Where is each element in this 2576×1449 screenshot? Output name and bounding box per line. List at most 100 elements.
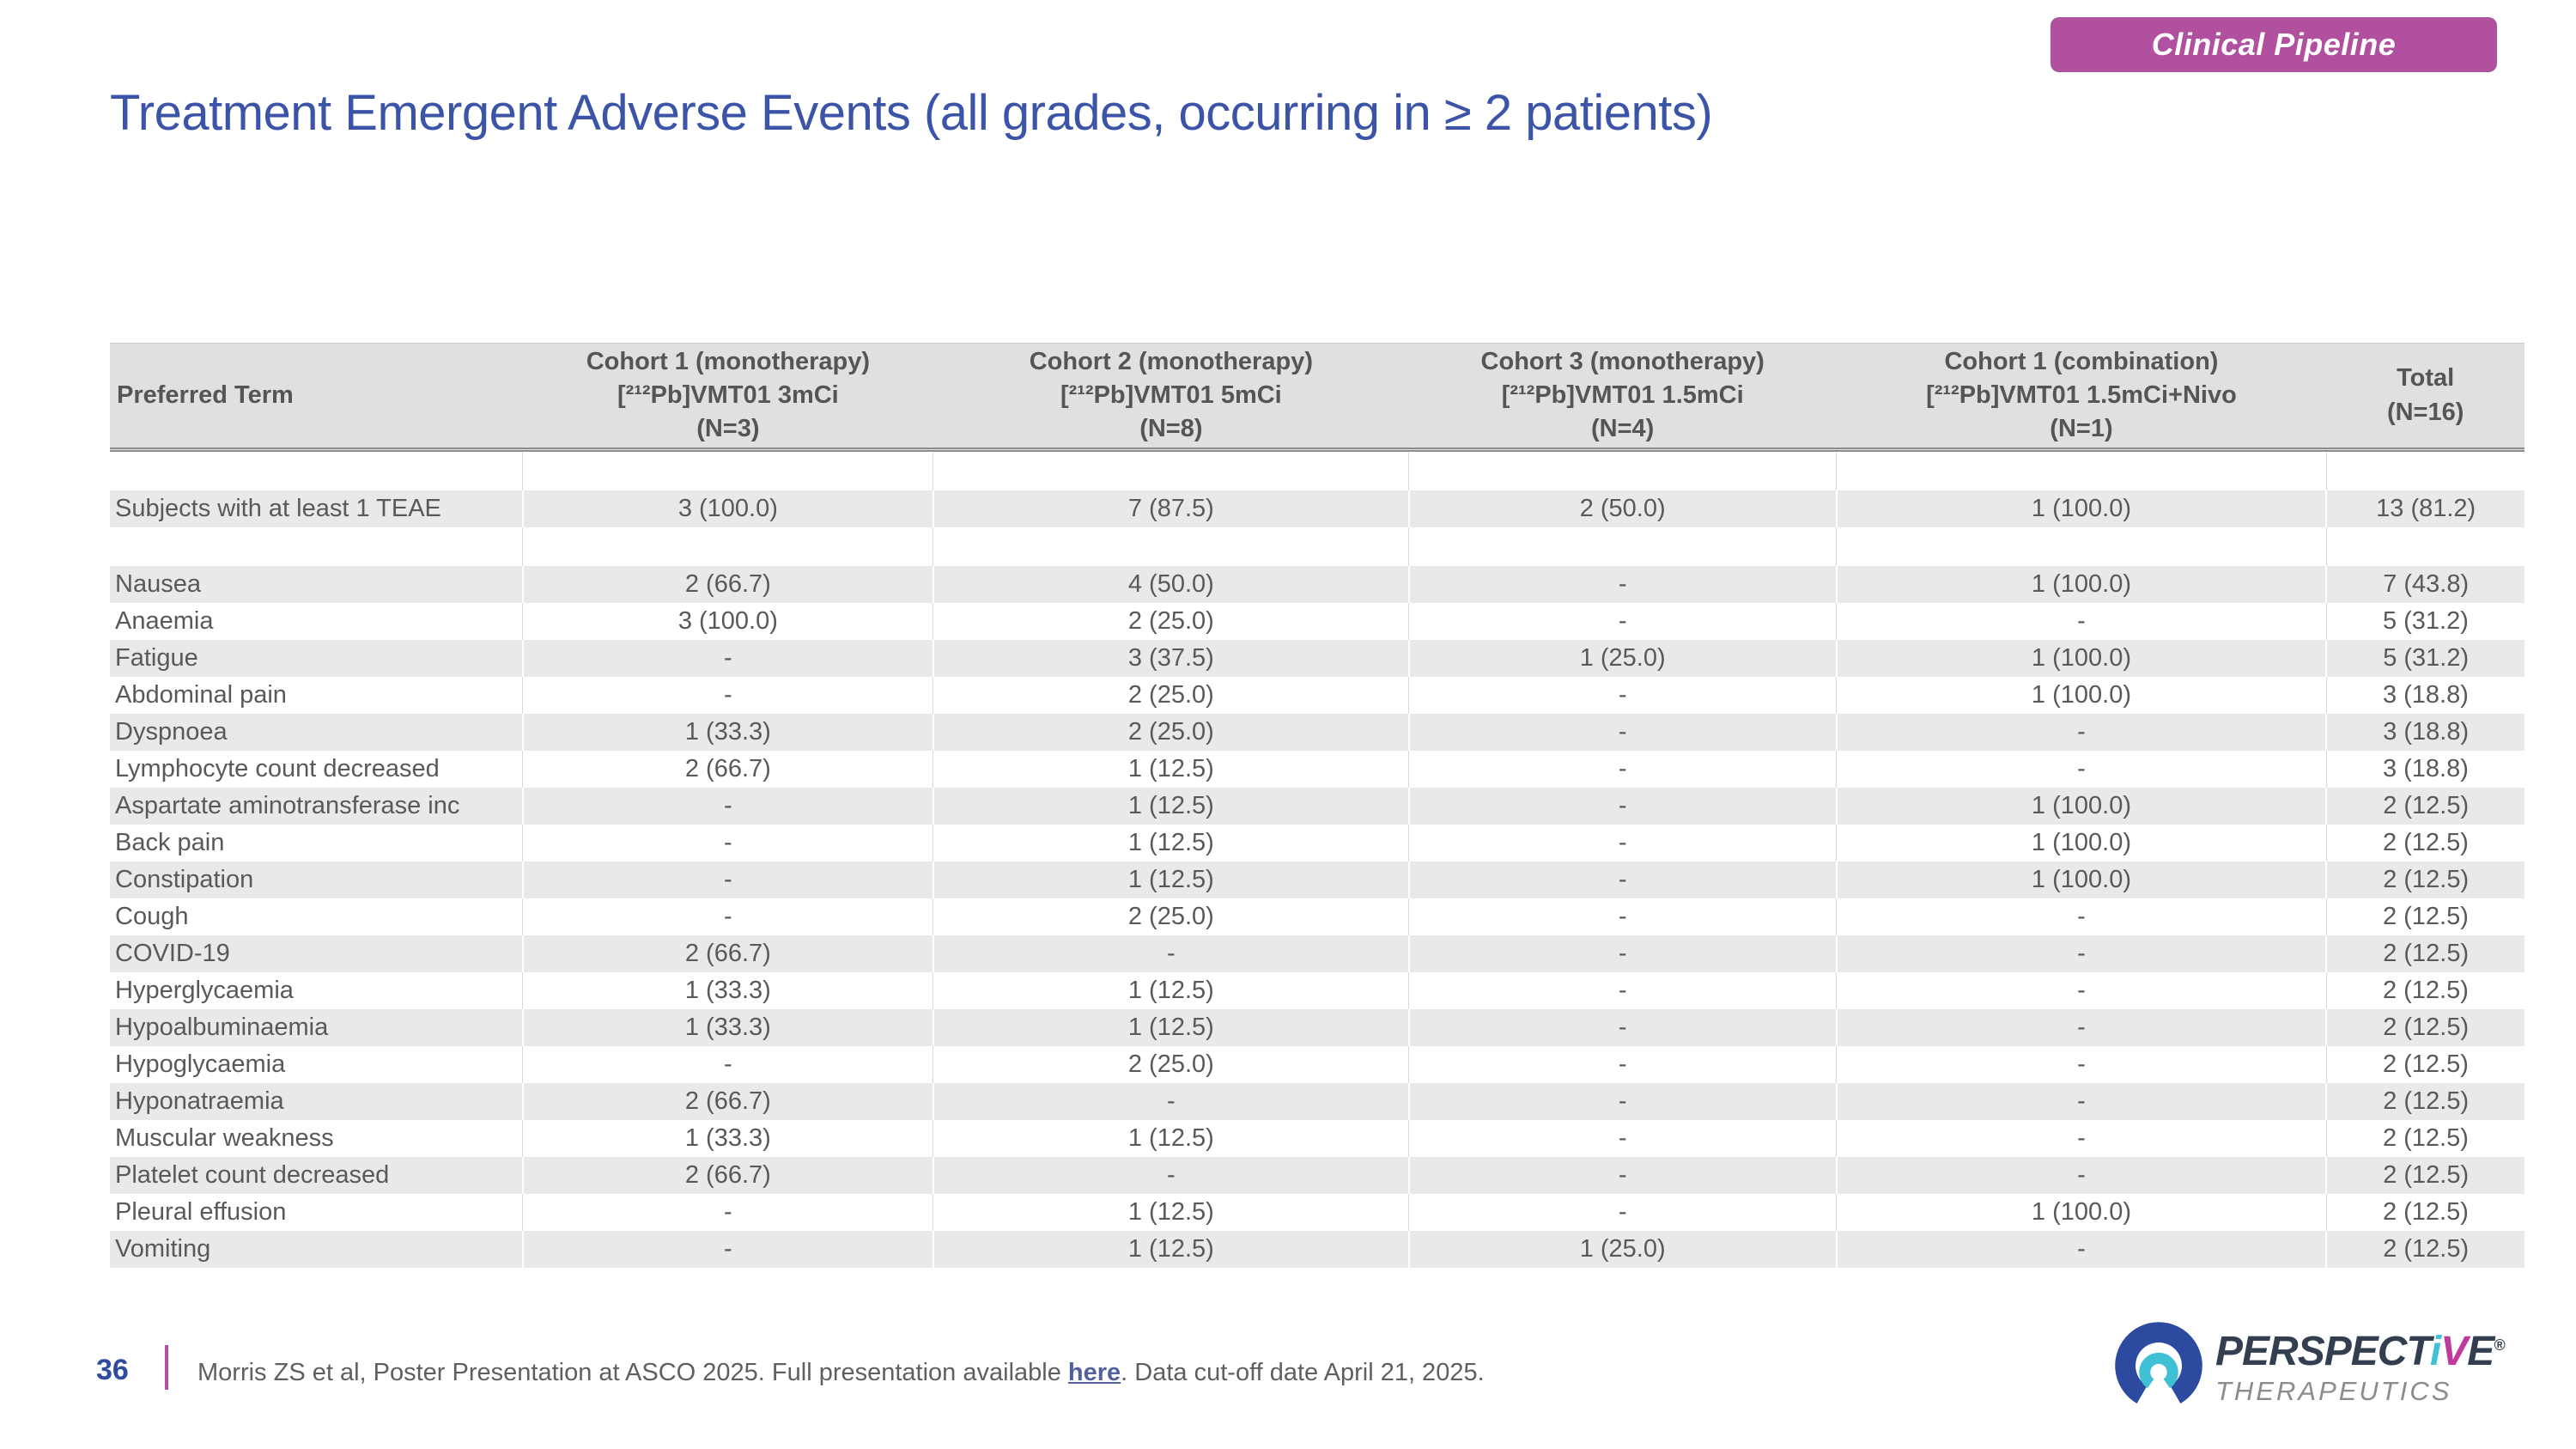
value-cell: 2 (12.5): [2326, 861, 2524, 898]
table-row: Anaemia 3 (100.0) 2 (25.0) - -5 (31.2): [110, 603, 2524, 640]
table-row: Hypoalbuminaemia 1 (33.3) 1 (12.5) - -2 (12.…: [110, 1009, 2524, 1046]
value-cell: -: [933, 1157, 1410, 1194]
preferred-term-cell: Hyponatraemia: [110, 1083, 524, 1120]
footer-divider: [165, 1345, 168, 1390]
table-row: Pleural effusion -1 (12.5) -1 (100.0) 2 (12…: [110, 1194, 2524, 1231]
preferred-term-cell: Muscular weakness: [110, 1120, 524, 1157]
preferred-term-cell: Anaemia: [110, 603, 524, 640]
value-cell: 2 (12.5): [2326, 1009, 2524, 1046]
value-cell: -: [1408, 788, 1838, 825]
brand-name: PERSPECTiVE®: [2215, 1329, 2506, 1374]
value-cell: 2 (12.5): [2326, 825, 2524, 861]
logo-wordmark: PERSPECTiVE® THERAPEUTICS: [2215, 1329, 2506, 1407]
value-cell: 3 (100.0): [522, 603, 934, 640]
table-row: Vomiting -1 (12.5) 1 (25.0) -2 (12.5): [110, 1231, 2524, 1268]
value-cell: -: [1408, 1009, 1838, 1046]
preferred-term-cell: Hypoalbuminaemia: [110, 1009, 524, 1046]
value-cell: 2 (12.5): [2326, 1194, 2524, 1231]
column-header: Cohort 3 (monotherapy) [²¹²Pb]VMT01 1.5mC…: [1408, 343, 1837, 452]
value-cell: 4 (50.0): [933, 566, 1410, 603]
column-header-line: [²¹²Pb]VMT01 1.5mCi+Nivo: [1926, 381, 2237, 409]
column-header-line: [²¹²Pb]VMT01 5mCi: [1060, 381, 1282, 409]
value-cell: -: [1836, 714, 2328, 751]
preferred-term-cell: Back pain: [110, 825, 524, 861]
table-row: Cough -2 (25.0) - -2 (12.5): [110, 898, 2524, 935]
value-cell: 2 (12.5): [2326, 788, 2524, 825]
value-cell: -: [1408, 566, 1838, 603]
column-header-line: (N=16): [2386, 398, 2464, 426]
value-cell: 1 (33.3): [522, 1120, 934, 1157]
value-cell: -: [1408, 1194, 1838, 1231]
value-cell: 1 (100.0): [1836, 861, 2328, 898]
spacer-row: [110, 527, 2524, 566]
citation-text: Morris ZS et al, Poster Presentation at …: [197, 1359, 1485, 1387]
table-row: Abdominal pain -2 (25.0) -1 (100.0) 3 (18.8…: [110, 677, 2524, 714]
value-cell: 1 (100.0): [1836, 825, 2327, 861]
value-cell: [1408, 449, 1838, 490]
citation-here-link[interactable]: here: [1067, 1359, 1121, 1386]
value-cell: -: [1408, 1157, 1838, 1194]
badge-label: Clinical Pipeline: [2151, 27, 2397, 62]
table-row: Aspartate aminotransferase inc -1 (12.5) -…: [110, 788, 2524, 825]
table-row: COVID-19 2 (66.7) - - -2 (12.5): [110, 935, 2524, 972]
value-cell: -: [1836, 935, 2328, 972]
value-cell: -: [1408, 603, 1838, 640]
column-header-line: Cohort 2 (monotherapy): [1029, 347, 1313, 375]
table-body: Subjects with at least 1 TEAE 3 (100.0) 7 …: [110, 449, 2524, 1268]
table-row: Fatigue -3 (37.5) 1 (25.0) 1 (100.0) 5 (31.2…: [110, 640, 2524, 677]
brand-subtitle: THERAPEUTICS: [2215, 1376, 2452, 1406]
value-cell: -: [522, 1194, 934, 1231]
value-cell: 1 (12.5): [933, 825, 1410, 861]
value-cell: 2 (25.0): [933, 603, 1410, 640]
value-cell: -: [1408, 825, 1838, 861]
value-cell: [1408, 527, 1838, 566]
value-cell: -: [933, 935, 1410, 972]
value-cell: -: [1408, 935, 1838, 972]
value-cell: [522, 449, 934, 490]
value-cell: 3 (18.8): [2326, 677, 2524, 714]
value-cell: 2 (12.5): [2326, 1083, 2524, 1120]
value-cell: -: [522, 1046, 934, 1083]
registered-mark: ®: [2494, 1336, 2505, 1354]
column-header-line: Cohort 3 (monotherapy): [1480, 347, 1765, 375]
value-cell: 1 (100.0): [1836, 490, 2328, 527]
citation-suffix: . Data cut-off date April 21, 2025.: [1121, 1359, 1485, 1386]
preferred-term-cell: Platelet count decreased: [110, 1157, 524, 1194]
value-cell: 2 (12.5): [2326, 1231, 2524, 1268]
table-row: Dyspnoea 1 (33.3) 2 (25.0) - -3 (18.8): [110, 714, 2524, 751]
column-header-line: Cohort 1 (monotherapy): [586, 347, 870, 375]
value-cell: 2 (66.7): [522, 566, 934, 603]
clinical-pipeline-badge: Clinical Pipeline: [2050, 17, 2497, 72]
preferred-term-cell: Aspartate aminotransferase inc: [110, 788, 524, 825]
value-cell: 1 (33.3): [522, 972, 934, 1009]
value-cell: 2 (66.7): [522, 1157, 934, 1194]
value-cell: 5 (31.2): [2326, 640, 2524, 677]
value-cell: 7 (87.5): [933, 490, 1410, 527]
column-header-line: Cohort 1 (combination): [1944, 347, 2219, 375]
value-cell: -: [1408, 1046, 1838, 1083]
column-header: Cohort 1 (combination) [²¹²Pb]VMT01 1.5mC…: [1836, 343, 2327, 452]
adverse-events-table-container: Preferred Term Cohort 1 (monotherapy) [²¹²…: [110, 343, 2524, 1268]
value-cell: 1 (33.3): [522, 1009, 934, 1046]
value-cell: -: [933, 1083, 1410, 1120]
column-header: Preferred Term: [110, 343, 523, 452]
value-cell: 2 (12.5): [2326, 1157, 2524, 1194]
value-cell: 2 (12.5): [2326, 935, 2524, 972]
page-title: Treatment Emergent Adverse Events (all g…: [110, 85, 1713, 141]
table-row: Hyperglycaemia 1 (33.3) 1 (12.5) - -2 (12.5): [110, 972, 2524, 1009]
column-header: Cohort 2 (monotherapy) [²¹²Pb]VMT01 5mCi (…: [933, 343, 1409, 452]
value-cell: 1 (12.5): [933, 1120, 1410, 1157]
table-row: Hypoglycaemia -2 (25.0) - -2 (12.5): [110, 1046, 2524, 1083]
value-cell: 1 (12.5): [933, 751, 1410, 788]
brand-letter-i: i: [2429, 1329, 2441, 1374]
column-header-line: Preferred Term: [117, 381, 294, 409]
value-cell: 1 (25.0): [1408, 640, 1838, 677]
value-cell: [522, 527, 934, 566]
preferred-term-cell: COVID-19: [110, 935, 524, 972]
table-row: Platelet count decreased 2 (66.7) - - -2 (12…: [110, 1157, 2524, 1194]
value-cell: -: [1408, 1120, 1838, 1157]
value-cell: [1836, 449, 2327, 490]
logo-arc-icon: [2115, 1322, 2202, 1403]
table-row: Subjects with at least 1 TEAE 3 (100.0) 7 …: [110, 490, 2524, 527]
value-cell: 3 (37.5): [933, 640, 1410, 677]
